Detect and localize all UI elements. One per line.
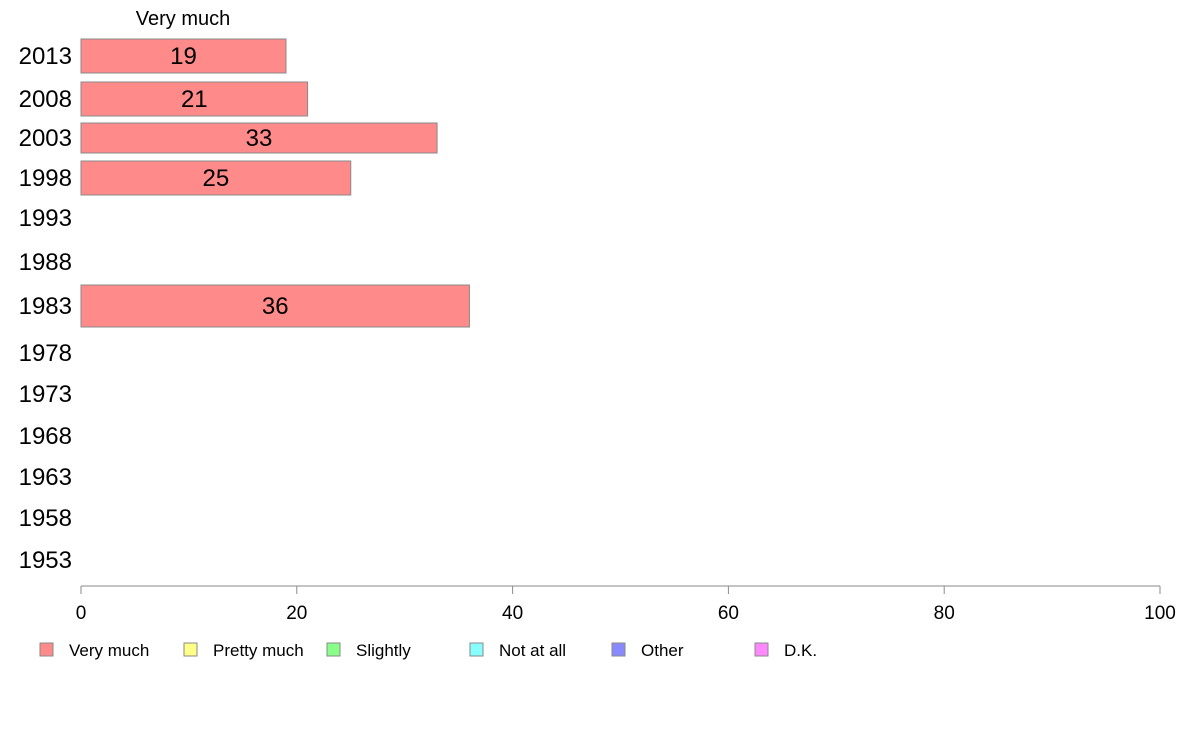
bar-labels: 19 21 33 25 36 [170, 43, 288, 320]
year-label-1958: 1958 [19, 505, 72, 532]
bar-2008 [80, 81, 309, 117]
legend-label-d-k: D.K. [784, 641, 817, 660]
x-tick-label-40: 40 [502, 603, 523, 624]
year-labels: 2013 2008 2003 1998 1993 1988 1983 1978 1973 1968… [19, 43, 72, 574]
bar-label-1998: 25 [203, 165, 230, 192]
legend-label-other: Other [641, 641, 684, 660]
year-label-1953: 1953 [19, 547, 72, 574]
year-label-1963: 1963 [19, 464, 72, 491]
series-title: Very much [136, 8, 230, 30]
year-label-1993: 1993 [19, 205, 72, 232]
bar-1983 [80, 284, 470, 328]
year-label-1973: 1973 [19, 381, 72, 408]
bars [80, 38, 470, 328]
bar-label-2003: 33 [246, 125, 273, 152]
year-label-2013: 2013 [19, 43, 72, 70]
year-label-1978: 1978 [19, 340, 72, 367]
legend-label-slightly: Slightly [356, 641, 411, 660]
legend-swatch-very-much [39, 642, 54, 657]
legend-swatch-slightly [326, 642, 341, 657]
bar-2003 [80, 122, 438, 154]
bar-2013 [80, 38, 287, 74]
legend-label-very-much: Very much [69, 641, 149, 660]
bar-label-2013: 19 [170, 43, 197, 70]
year-label-1983: 1983 [19, 293, 72, 320]
x-tick-label-0: 0 [76, 603, 87, 624]
bar-label-1983: 36 [262, 293, 289, 320]
x-axis: 0 20 40 60 80 100 [76, 585, 1176, 624]
x-tick-label-100: 100 [1144, 603, 1176, 624]
year-label-2003: 2003 [19, 125, 72, 152]
legend-label-not-at-all: Not at all [499, 641, 566, 660]
x-tick-label-80: 80 [934, 603, 955, 624]
legend: Very much Pretty much Slightly Not at all Ot… [39, 641, 817, 660]
year-label-1998: 1998 [19, 165, 72, 192]
legend-label-pretty-much: Pretty much [213, 641, 304, 660]
bar-1998 [80, 160, 352, 196]
year-label-1988: 1988 [19, 249, 72, 276]
x-tick-label-20: 20 [286, 603, 307, 624]
legend-swatch-not-at-all [469, 642, 484, 657]
legend-swatch-d-k [754, 642, 769, 657]
year-label-2008: 2008 [19, 86, 72, 113]
bar-label-2008: 21 [181, 86, 208, 113]
year-label-1968: 1968 [19, 423, 72, 450]
legend-swatch-pretty-much [183, 642, 198, 657]
x-tick-label-60: 60 [718, 603, 739, 624]
legend-swatch-other [611, 642, 626, 657]
